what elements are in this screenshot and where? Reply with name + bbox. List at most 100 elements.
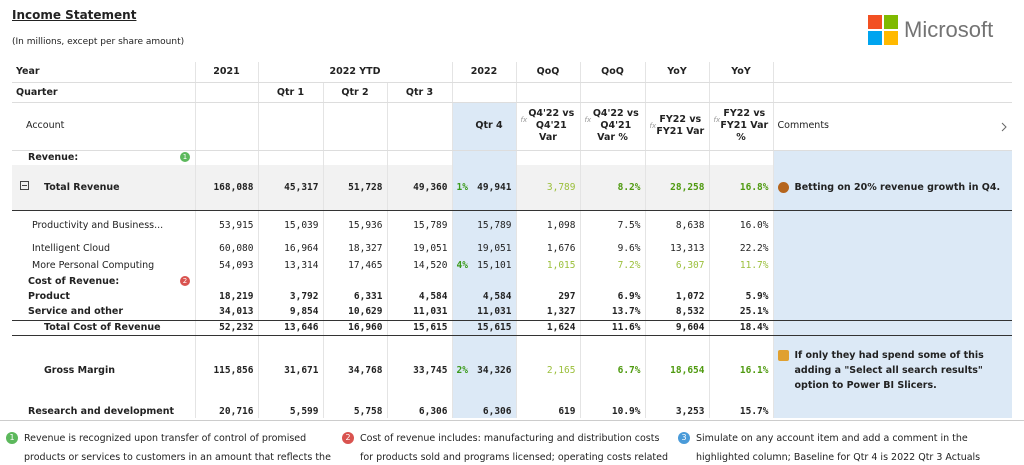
logo-text: Microsoft: [904, 17, 994, 42]
comment-cell: [772, 240, 1012, 257]
value-cell: [194, 273, 258, 289]
value: 16,964: [284, 243, 319, 254]
account-label: Service and other: [28, 306, 124, 318]
account-label: Revenue:: [28, 152, 79, 164]
header-label: Q4'22 vs Q4'21 Var %: [592, 108, 639, 143]
header-cell: fx Q4'22 vs Q4'21 Var %: [579, 102, 645, 151]
comment: Betting on 20% revenue growth in Q4.: [777, 180, 1009, 195]
formula-icon: fx: [713, 116, 721, 124]
comment-cell: If only they had spend some of this addi…: [772, 335, 1012, 405]
value: 7.5%: [617, 219, 641, 231]
value-cell: 297: [515, 289, 580, 304]
account-cell: More Personal Computing: [12, 257, 195, 273]
value: 15.7%: [739, 406, 769, 417]
account-label: Research and development: [28, 406, 175, 417]
account-cell: Total Cost of Revenue: [12, 320, 195, 336]
value: 4,584: [482, 291, 512, 302]
value: 18,327: [348, 243, 383, 254]
note-text: Cost of revenue includes: manufacturing …: [360, 433, 668, 463]
header-label: FY22 vs FY21 Var %: [720, 108, 769, 143]
value: 13,313: [670, 243, 705, 254]
value: 6,306: [482, 406, 512, 417]
comment-text: If only they had spend some of this addi…: [794, 349, 984, 391]
header-cell: 2021: [194, 62, 258, 83]
value: 13,314: [284, 259, 319, 271]
value-cell: 8.2%: [579, 165, 645, 211]
collapse-toggle[interactable]: [20, 181, 29, 191]
value: 1,327: [546, 306, 576, 318]
value: 5,758: [353, 406, 383, 417]
value: 115,856: [213, 364, 254, 376]
header-cell: YoY: [708, 62, 773, 83]
value-cell: 19,051: [386, 240, 452, 257]
table-row: Intelligent Cloud 60,080 16,964 18,327 19,05…: [12, 240, 1012, 257]
account-label: Intelligent Cloud: [32, 243, 111, 254]
value-cell: 11,031: [451, 304, 516, 321]
value-cell: [322, 150, 387, 165]
value: 15,615: [413, 322, 448, 333]
table-row: Total Revenue 168,088 45,317 51,728 49,360 1%…: [12, 165, 1012, 211]
value-cell: 13,646: [257, 320, 323, 336]
value-cell: 1,098: [515, 210, 580, 240]
value: 34,326: [477, 364, 512, 376]
value-cell: 15.7%: [708, 405, 773, 418]
value: 3,789: [546, 181, 576, 193]
value-cell: 4,584: [386, 289, 452, 304]
account-cell: Productivity and Business...: [12, 210, 195, 240]
header-cell: Qtr 2: [322, 82, 387, 103]
account-label: Gross Margin: [44, 364, 115, 376]
value: 18,654: [670, 364, 705, 376]
value-cell: 16,964: [257, 240, 323, 257]
value: 33,745: [413, 364, 448, 376]
value: 3,253: [675, 406, 705, 417]
header-cell: [644, 82, 709, 103]
comment-cell: [772, 257, 1012, 273]
value-cell: 5,758: [322, 405, 387, 418]
header-cell: [322, 102, 387, 151]
value: 15,101: [477, 259, 512, 271]
header-row: Year 2021 2022 YTD 2022 QoQ QoQ YoY YoY: [12, 62, 1012, 83]
header-cell: [708, 82, 773, 103]
value-cell: 3,792: [257, 289, 323, 304]
value: 11.7%: [739, 259, 769, 271]
header-cell: Quarter: [12, 82, 195, 103]
footer: 1 Revenue is recognized upon transfer of …: [0, 420, 1024, 463]
value-cell: 13,313: [644, 240, 709, 257]
subtitle: (In millions, except per share amount): [12, 37, 185, 47]
value: 16.1%: [739, 364, 769, 376]
value: 15,789: [477, 219, 512, 231]
change-pct: 1%: [456, 181, 468, 193]
value: 18,219: [219, 291, 254, 302]
formula-icon: fx: [649, 122, 657, 130]
header-cell: [772, 62, 1012, 83]
value-cell: [386, 273, 452, 289]
value: 9,854: [289, 306, 319, 318]
value: 15,936: [348, 219, 383, 231]
chevron[interactable]: [1000, 122, 1008, 132]
value: 11,031: [477, 306, 512, 318]
value-cell: 1,624: [515, 320, 580, 336]
value: 15,789: [413, 219, 448, 231]
value: 34,013: [219, 306, 254, 318]
header-label: FY22 vs FY21 Var: [656, 114, 705, 137]
value-cell: 2,165: [515, 335, 580, 405]
value: 7.2%: [617, 259, 641, 271]
value-cell: [579, 273, 645, 289]
value-cell: 34,768: [322, 335, 387, 405]
value: 28,258: [670, 181, 705, 193]
account-label: More Personal Computing: [32, 259, 155, 271]
value: 31,671: [284, 364, 319, 376]
value-cell: 51,728: [322, 165, 387, 211]
value: 619: [558, 406, 576, 417]
value: 10,629: [348, 306, 383, 318]
value-cell: [708, 273, 773, 289]
value-cell: 7.5%: [579, 210, 645, 240]
value: 17,465: [348, 259, 383, 271]
value-cell: 25.1%: [708, 304, 773, 321]
value-cell: 15,615: [386, 320, 452, 336]
header-cell: fx FY22 vs FY21 Var %: [708, 102, 773, 151]
table-row: Gross Margin 115,856 31,671 34,768 33,745 2% 3…: [12, 335, 1012, 405]
table-row: More Personal Computing 54,093 13,314 17,46…: [12, 257, 1012, 273]
value-cell: 15,615: [451, 320, 516, 336]
